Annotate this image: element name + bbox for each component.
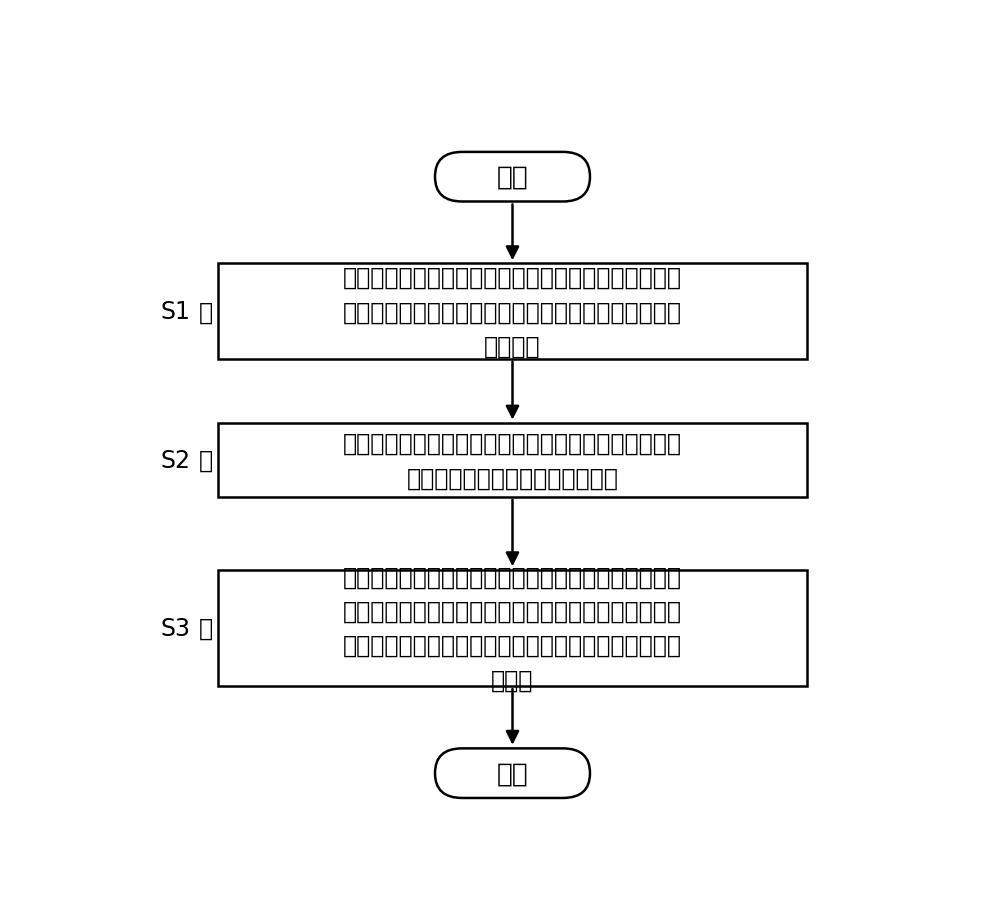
Bar (218, 264, 807, 359)
FancyBboxPatch shape (435, 749, 590, 798)
Text: 从半导体光学薄膜荧光光谱的带边非周期振荡发射光谱
中提取干涉加強或减弱的波长数值: 从半导体光学薄膜荧光光谱的带边非周期振荡发射光谱 中提取干涉加強或减弱的波长数值 (343, 431, 682, 490)
Text: ～: ～ (199, 617, 213, 641)
Bar (218, 424, 807, 498)
Text: ～: ～ (199, 300, 213, 323)
Text: ～: ～ (199, 448, 213, 472)
Text: 根据薄膜厚度、折射率以及波长的相干叠加关系，计算
半导体光学薄膜的轴向折射率随波长变化的关系，即单
边色散关系，完成各向异性半导体光学薄膜轴向折射率
的测量: 根据薄膜厚度、折射率以及波长的相干叠加关系，计算 半导体光学薄膜的轴向折射率随波… (343, 564, 682, 692)
Text: 结束: 结束 (497, 760, 528, 787)
Text: S3: S3 (160, 617, 190, 641)
FancyBboxPatch shape (435, 153, 590, 202)
Text: 利用激光对各向异性半导体光学薄膜进行照射，收集半
导体光学薄膜向外发射的荧光，测量半导体光学薄膜的
荧光光谱: 利用激光对各向异性半导体光学薄膜进行照射，收集半 导体光学薄膜向外发射的荧光，测… (343, 266, 682, 358)
Text: S2: S2 (160, 448, 190, 472)
Text: 开始: 开始 (497, 165, 528, 190)
Text: S1: S1 (160, 300, 190, 323)
Bar (218, 570, 807, 686)
